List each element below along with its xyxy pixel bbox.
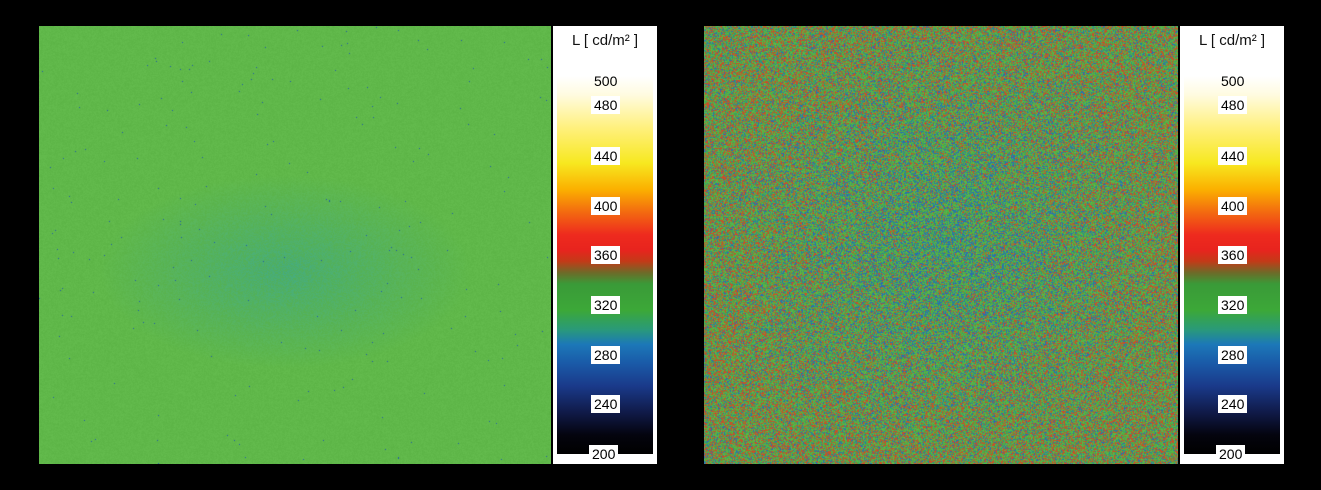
colorbar-legend-left: L [ cd/m² ] 500 480 440 400 360 320 280 …: [553, 26, 657, 464]
tick-label: 480: [591, 96, 621, 114]
tick-label: 280: [591, 346, 621, 364]
tick-label: 320: [591, 296, 621, 314]
tick-label: 400: [1218, 197, 1248, 215]
tick-label: 240: [591, 395, 621, 413]
tick-label: 440: [1218, 147, 1248, 165]
tick-label: 400: [591, 197, 621, 215]
tick-label: 440: [591, 147, 621, 165]
tick-label: 240: [1218, 395, 1248, 413]
luminance-map-left: [39, 26, 551, 464]
legend-title: L [ cd/m² ]: [1198, 32, 1266, 49]
luminance-map-right: [704, 26, 1178, 464]
tick-label: 200: [1216, 445, 1246, 463]
tick-label: 360: [591, 246, 621, 264]
tick-label: 480: [1218, 96, 1248, 114]
tick-label: 360: [1218, 246, 1248, 264]
tick-label: 280: [1218, 346, 1248, 364]
colorbar-gradient: [1184, 76, 1280, 454]
tick-label: 200: [589, 445, 619, 463]
luminance-image-right: [704, 26, 1178, 464]
tick-label: 320: [1218, 296, 1248, 314]
legend-title: L [ cd/m² ]: [571, 32, 639, 49]
tick-label: 500: [1221, 73, 1245, 89]
colorbar-gradient: [557, 76, 653, 454]
tick-label: 500: [594, 73, 618, 89]
colorbar-legend-right: L [ cd/m² ] 500 480 440 400 360 320 280 …: [1180, 26, 1284, 464]
luminance-image-left: [39, 26, 551, 464]
